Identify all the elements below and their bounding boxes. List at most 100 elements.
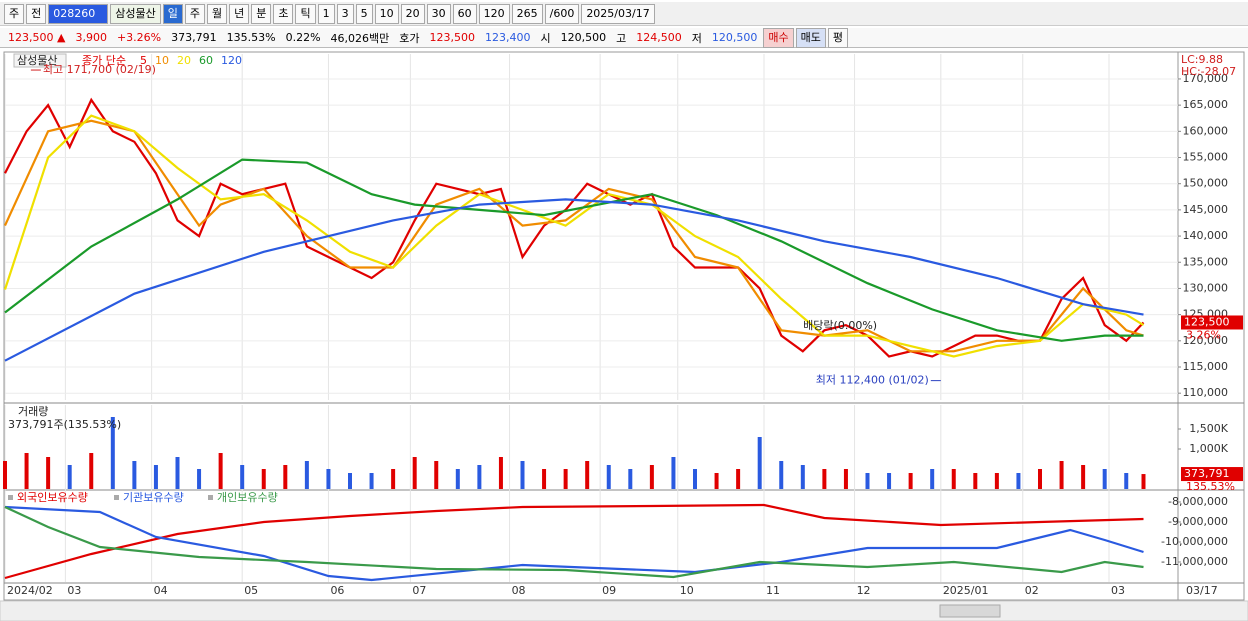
series-line xyxy=(4,503,1144,580)
y-tick-label: -11,000,000 xyxy=(1161,555,1228,568)
x-tick-label: 08 xyxy=(512,584,526,597)
toolbar-button[interactable]: 120 xyxy=(478,3,510,24)
info-cell: 123,500 ▲ xyxy=(8,31,66,44)
series-line xyxy=(4,506,1144,579)
toolbar-button[interactable]: 10 xyxy=(374,3,399,24)
toolbar-button[interactable]: 주 xyxy=(4,3,25,24)
volume-bar xyxy=(994,473,999,489)
volume-bar xyxy=(455,469,460,489)
y-tick-label: 110,000 xyxy=(1183,386,1229,399)
volume-bar xyxy=(757,437,762,489)
y-tick-label: 135,000 xyxy=(1183,255,1229,268)
toolbar-button[interactable]: 3 xyxy=(336,3,354,24)
info-cell: 120,500 xyxy=(560,31,607,44)
frame xyxy=(3,51,1245,601)
volume-bar xyxy=(1081,465,1086,489)
volume-bar xyxy=(240,465,245,489)
annotation: 배당락(0.00%) xyxy=(803,319,877,332)
toolbar-button[interactable]: 월 xyxy=(206,3,228,24)
info-cell: 120,500 xyxy=(711,31,758,44)
toolbar-button[interactable]: 2025/03/17 xyxy=(581,3,655,24)
legend-entry: 외국인보유수량 xyxy=(17,491,88,504)
change-label: 3.26% xyxy=(1186,328,1221,341)
annotation: 최고 171,700 (02/19) xyxy=(43,63,156,76)
toolbar-button[interactable]: 전 xyxy=(26,3,47,24)
volume-bar xyxy=(800,465,805,489)
volume-bar xyxy=(391,469,396,489)
info-cell: 123,400 xyxy=(485,31,531,44)
volume-bar xyxy=(1038,469,1042,489)
change-label: 135.53% xyxy=(1186,480,1235,493)
volume-bar xyxy=(1124,473,1129,489)
volume-bar xyxy=(736,469,741,489)
title-box xyxy=(13,53,67,68)
volume-bar xyxy=(434,461,439,489)
legend-entry: 20 xyxy=(177,54,191,67)
x-tick-label: 05 xyxy=(244,584,258,597)
toolbar-button[interactable]: 초 xyxy=(273,3,294,24)
x-end-label: 03/17 xyxy=(1186,584,1218,597)
volume-bar xyxy=(283,465,288,489)
volume-bar xyxy=(973,473,978,489)
volume-bar xyxy=(693,469,697,489)
y-tick-label: 150,000 xyxy=(1183,177,1229,190)
legend-swatch xyxy=(8,495,13,500)
toolbar-button[interactable]: 분 xyxy=(251,3,272,24)
y-tick-label: 155,000 xyxy=(1183,151,1229,164)
toolbar-button[interactable]: 20 xyxy=(400,3,425,24)
volume-bar xyxy=(412,457,417,489)
series-line xyxy=(4,505,1144,582)
volume-bar xyxy=(843,469,848,489)
scrollbar[interactable] xyxy=(0,600,1248,621)
legend-swatch xyxy=(114,495,119,500)
toolbar-button[interactable]: 30 xyxy=(426,3,451,24)
y-tick-label: 145,000 xyxy=(1183,203,1229,216)
volume-bar xyxy=(542,469,547,489)
volume-bar xyxy=(606,465,611,489)
order-button[interactable]: 매수 xyxy=(763,27,794,48)
legend-swatch xyxy=(208,495,213,500)
y-tick-label: -10,000,000 xyxy=(1161,535,1228,548)
volume-bar xyxy=(1016,473,1021,489)
volume-bar xyxy=(1059,461,1064,489)
toolbar-button[interactable]: 5 xyxy=(355,3,373,24)
volume-bar xyxy=(67,465,72,489)
toolbar-button[interactable]: 028260 xyxy=(48,3,109,24)
x-tick-label: 11 xyxy=(766,584,780,597)
toolbar-button[interactable]: 틱 xyxy=(295,3,316,24)
toolbar-button[interactable]: 삼성물산 xyxy=(110,3,161,24)
volume-bar xyxy=(89,453,94,489)
toolbar-button[interactable]: 1 xyxy=(317,3,335,24)
order-button[interactable]: 평 xyxy=(827,27,849,48)
panel-title: 거래량 xyxy=(18,405,48,418)
toolbar-button[interactable]: /600 xyxy=(544,3,580,24)
x-tick-label: 03 xyxy=(67,584,81,597)
y-tick-label: 115,000 xyxy=(1183,360,1229,373)
volume-bar xyxy=(261,469,266,489)
toolbar-button[interactable]: 60 xyxy=(452,3,477,24)
x-tick-label: 04 xyxy=(154,584,168,597)
y-tick-label: 130,000 xyxy=(1183,281,1229,294)
toolbar-button[interactable]: 265 xyxy=(511,3,543,24)
volume-bar xyxy=(865,473,870,489)
legend-label: 종가 단순 xyxy=(82,54,126,67)
toolbar-button[interactable]: 주 xyxy=(184,3,205,24)
x-tick-label: 2024/02 xyxy=(7,584,53,597)
volume-bar xyxy=(822,469,827,489)
order-button[interactable]: 매도 xyxy=(795,27,826,48)
volume-bar xyxy=(369,473,374,489)
y-tick-label: 120,000 xyxy=(1183,334,1229,347)
volume-bar xyxy=(779,461,784,489)
x-tick-label: 06 xyxy=(330,584,344,597)
volume-bar xyxy=(1102,469,1107,489)
scroll-thumb[interactable] xyxy=(939,604,1001,618)
toolbar-button[interactable]: 일 xyxy=(162,3,183,24)
toolbar-button[interactable]: 년 xyxy=(229,3,250,24)
volume-bar xyxy=(110,417,115,489)
y-tick-label: 1,500K xyxy=(1189,422,1228,435)
info-cell: 124,500 xyxy=(636,31,682,44)
x-tick-label: 07 xyxy=(412,584,426,597)
